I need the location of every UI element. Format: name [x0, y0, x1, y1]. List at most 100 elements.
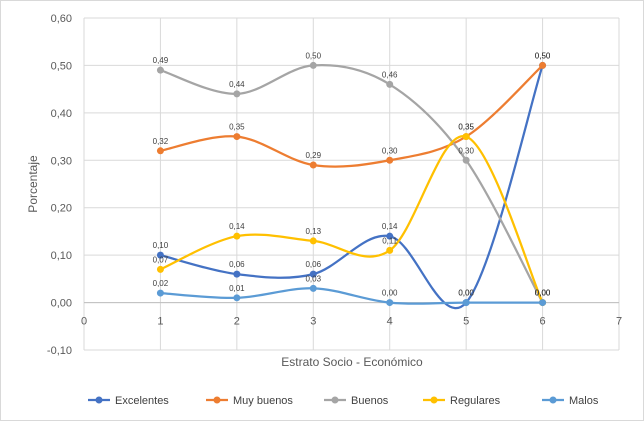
data-point-malos: [386, 299, 394, 307]
data-label-muy-buenos: 0,32: [153, 137, 169, 146]
data-label-muy-buenos: 0,50: [535, 51, 551, 60]
legend: Excelentes Muy buenos Buenos Regulares Malos: [88, 395, 599, 407]
data-label-malos: 0,02: [153, 279, 169, 288]
data-label-regulares: 0,11: [382, 236, 398, 245]
data-point-muy-buenos: [539, 61, 547, 69]
y-tick-label: -0,10: [47, 345, 72, 357]
y-tick-label: 0,20: [51, 203, 72, 215]
data-point-muy-buenos: [233, 133, 241, 141]
data-point-buenos: [309, 61, 317, 69]
x-tick-label: 7: [616, 316, 622, 328]
data-point-malos: [233, 294, 241, 302]
series-line-excelentes: [160, 65, 544, 310]
data-label-regulares: 0,00: [535, 289, 551, 298]
legend-item-muy-buenos: Muy buenos: [206, 395, 293, 407]
y-tick-label: 0,00: [51, 298, 72, 310]
legend-label-regulares: Regulares: [450, 395, 501, 407]
legend-label-muy-buenos: Muy buenos: [233, 395, 293, 407]
data-point-malos: [156, 289, 164, 297]
series-line-malos: [160, 287, 543, 305]
data-point-muy-buenos: [309, 161, 317, 169]
series-excelentes: [156, 61, 547, 310]
data-label-regulares: 0,35: [458, 123, 474, 132]
legend-item-excelentes: Excelentes: [88, 395, 169, 407]
data-labels: 0,10 0,06 0,06 0,14 0,00 0,50 0,32 0,35 0,29 0,30…: [153, 51, 551, 297]
y-tick-label: 0,60: [51, 13, 72, 25]
data-label-malos: 0,01: [229, 284, 245, 293]
data-label-excelentes: 0,00: [458, 289, 474, 298]
data-label-regulares: 0,07: [153, 255, 169, 264]
legend-label-excelentes: Excelentes: [115, 395, 169, 407]
legend-marker-buenos: [331, 396, 339, 404]
data-label-buenos: 0,46: [382, 70, 398, 79]
y-tick-label: 0,10: [51, 250, 72, 262]
legend-label-buenos: Buenos: [351, 395, 389, 407]
legend-item-malos: Malos: [542, 395, 599, 407]
data-point-regulares: [156, 265, 164, 273]
x-tick-label: 0: [81, 316, 87, 328]
data-point-regulares: [386, 246, 394, 254]
legend-marker-muy-buenos: [213, 396, 221, 404]
series-group: [156, 61, 547, 310]
data-label-malos: 0,03: [305, 274, 321, 283]
data-point-excelentes: [386, 232, 394, 240]
legend-item-buenos: Buenos: [324, 395, 389, 407]
data-label-regulares: 0,14: [229, 222, 245, 231]
data-point-regulares: [462, 133, 470, 141]
data-point-excelentes: [156, 251, 164, 259]
data-label-regulares: 0,13: [305, 227, 321, 236]
y-axis-title: Porcentaje: [26, 155, 40, 213]
legend-marker-regulares: [430, 396, 438, 404]
data-label-excelentes: 0,06: [229, 260, 245, 269]
y-tick-label: 0,50: [51, 60, 72, 72]
data-label-malos: 0,00: [382, 289, 398, 298]
data-label-excelentes: 0,50: [535, 51, 551, 60]
x-tick-label: 1: [157, 316, 163, 328]
data-label-muy-buenos: 0,29: [305, 151, 321, 160]
data-label-buenos: 0,30: [458, 146, 474, 155]
data-label-muy-buenos: 0,35: [458, 123, 474, 132]
y-tick-label: 0,30: [51, 155, 72, 167]
data-point-muy-buenos: [156, 147, 164, 155]
data-label-buenos: 0,00: [535, 289, 551, 298]
x-tick-label: 2: [234, 316, 240, 328]
data-label-excelentes: 0,14: [382, 222, 398, 231]
series-malos: [156, 284, 547, 307]
series-muy-buenos: [156, 61, 547, 169]
data-point-malos: [309, 284, 317, 292]
data-label-excelentes: 0,10: [153, 241, 169, 250]
series-regulares: [156, 133, 547, 307]
data-label-buenos: 0,44: [229, 80, 245, 89]
x-tick-label: 4: [387, 316, 393, 328]
legend-label-malos: Malos: [569, 395, 599, 407]
data-label-muy-buenos: 0,35: [229, 123, 245, 132]
legend-marker-malos: [549, 396, 557, 404]
data-point-malos: [539, 299, 547, 307]
legend-item-regulares: Regulares: [423, 395, 501, 407]
series-line-muy-buenos: [160, 64, 544, 168]
x-tick-label: 6: [540, 316, 546, 328]
legend-marker-excelentes: [95, 396, 103, 404]
data-point-regulares: [309, 237, 317, 245]
data-point-buenos: [156, 66, 164, 74]
data-point-excelentes: [309, 270, 317, 278]
data-label-malos: 0,00: [458, 289, 474, 298]
data-point-muy-buenos: [386, 156, 394, 164]
data-point-regulares: [233, 232, 241, 240]
data-label-muy-buenos: 0,30: [382, 146, 398, 155]
y-tick-label: 0,40: [51, 108, 72, 120]
x-tick-label: 3: [310, 316, 316, 328]
x-axis-title: Estrato Socio - Económico: [281, 355, 423, 369]
data-label-excelentes: 0,06: [305, 260, 321, 269]
series-line-regulares: [159, 135, 544, 304]
data-point-buenos: [233, 90, 241, 98]
x-tick-label: 5: [463, 316, 469, 328]
data-point-malos: [462, 299, 470, 307]
data-label-malos: 0,00: [535, 289, 551, 298]
data-label-buenos: 0,50: [305, 51, 321, 60]
data-point-buenos: [386, 80, 394, 88]
data-point-buenos: [462, 156, 470, 164]
data-point-excelentes: [233, 270, 241, 278]
data-label-buenos: 0,49: [153, 56, 169, 65]
